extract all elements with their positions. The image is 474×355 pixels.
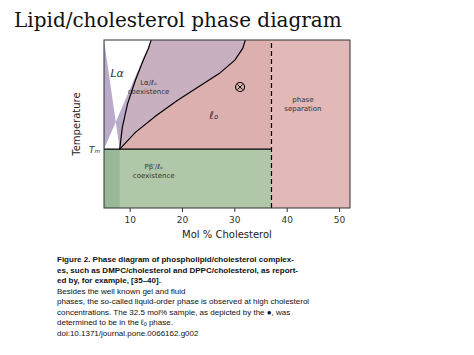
caption-line: concentrations. The 32.5 mol% sample, as… [57, 308, 290, 317]
tm-line [104, 149, 271, 150]
x-axis-label: Mol % Cholesterol [182, 229, 272, 240]
annotation-line: coexistence [133, 172, 175, 180]
x-tick-label: 50 [334, 215, 346, 225]
caption-bold-line: es, such as DMPC/cholesterol and DPPC/ch… [57, 266, 298, 275]
annotation-line: ℓₒ [208, 109, 219, 122]
region-la-lo [120, 40, 246, 149]
x-tick [130, 208, 131, 212]
region-phase-separation [271, 40, 350, 208]
marker-cross [237, 84, 242, 89]
caption-bold-line: Figure 2. Phase diagram of phospholipid/… [57, 255, 294, 264]
annotation: Lα [110, 67, 124, 80]
caption-bold-line: ed by, for example, [35–40]. [57, 276, 161, 285]
annotation: phaseseparation [284, 96, 321, 113]
annotation: Pβ′/ℓₒcoexistence [133, 163, 175, 180]
x-tick-label: 40 [281, 215, 293, 225]
plot-background [104, 40, 350, 208]
caption-line: Besides the well known gel and fluid [57, 287, 186, 296]
caption-line: phases, the so-called liquid-order phase… [57, 297, 309, 306]
chart: Lipid/cholesterol phase diagramLαLα/ℓₒco… [0, 0, 474, 355]
caption-line: doi:10.1371/journal.pone.0066162.g002 [57, 329, 199, 338]
annotation-line: Pβ′/ℓₒ [145, 163, 164, 171]
annotation-line: phase [292, 96, 313, 104]
annotation: ℓₒ [208, 109, 219, 122]
x-tick [339, 208, 340, 212]
x-tick [182, 208, 183, 212]
x-tick-label: 30 [229, 215, 241, 225]
annotation: Lα/ℓₒcoexistence [128, 79, 170, 96]
annotation-line: Lα/ℓₒ [140, 79, 157, 87]
title: Lipid/cholesterol phase diagram [14, 8, 342, 32]
plot-area [104, 40, 350, 208]
marker-circle [236, 83, 245, 92]
y-axis-label: Temperature [71, 92, 82, 156]
tm-label: Tₘ [89, 145, 100, 155]
x-tick [287, 208, 288, 212]
marker-cross [237, 84, 242, 89]
annotation-line: separation [284, 105, 321, 113]
annotation-line: coexistence [128, 88, 170, 96]
x-tick-label: 20 [177, 215, 189, 225]
region-gel [104, 149, 120, 208]
x-tick [234, 208, 235, 212]
annotation-line: Lα [110, 67, 124, 80]
caption-line: determined to be in the ℓₒ phase. [57, 318, 173, 327]
plot-frame [104, 40, 350, 208]
region-pbeta-lo [104, 149, 271, 208]
x-tick-label: 10 [124, 215, 136, 225]
marker [236, 83, 245, 92]
dashed-boundary [271, 40, 272, 208]
boundary-curve [120, 40, 246, 149]
